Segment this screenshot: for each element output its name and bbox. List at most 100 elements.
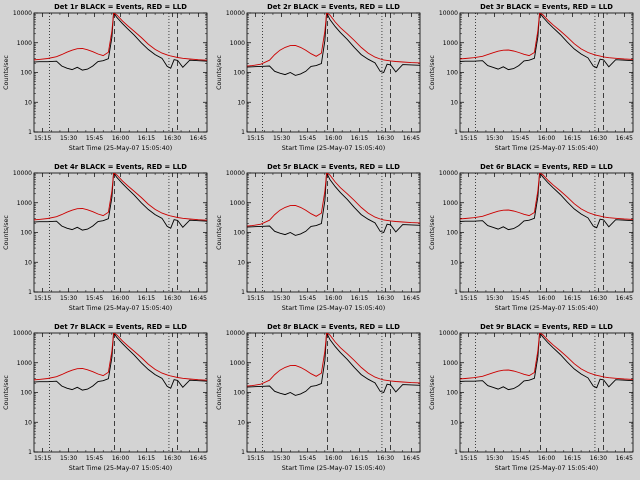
x-tick-label: 15:45 bbox=[86, 295, 103, 302]
plot-box bbox=[459, 172, 634, 293]
panel-title: Det 9r BLACK = Events, RED = LLD bbox=[480, 323, 613, 331]
y-tick-label: 10 bbox=[237, 99, 245, 106]
lld-series bbox=[34, 13, 207, 61]
y-axis-label: Counts/sec bbox=[429, 375, 436, 410]
y-tick-label: 1 bbox=[454, 449, 458, 456]
x-tick-label: 15:30 bbox=[273, 455, 290, 462]
y-tick-label: 1 bbox=[28, 289, 32, 296]
x-tick-label: 16:15 bbox=[564, 295, 581, 302]
y-tick-label: 10 bbox=[450, 99, 458, 106]
x-tick-label: 16:15 bbox=[138, 135, 155, 142]
panel-title: Det 7r BLACK = Events, RED = LLD bbox=[54, 323, 187, 331]
x-tick-label: 16:30 bbox=[377, 295, 394, 302]
y-axis-label: Counts/sec bbox=[429, 215, 436, 250]
x-tick-label: 16:45 bbox=[403, 295, 420, 302]
y-tick-label: 1000 bbox=[443, 360, 458, 367]
chart-panel: Det 3r BLACK = Events, RED = LLD 1 10 100 10… bbox=[429, 3, 634, 152]
x-tick-label: 16:30 bbox=[590, 295, 607, 302]
y-tick-label: 10000 bbox=[439, 10, 458, 17]
y-axis-label: Counts/sec bbox=[3, 215, 10, 250]
x-tick-label: 15:30 bbox=[60, 455, 77, 462]
x-axis-label: Start Time (25-May-07 15:05:40) bbox=[69, 305, 172, 312]
lld-series bbox=[247, 333, 420, 387]
y-tick-label: 100 bbox=[234, 390, 246, 397]
x-tick-label: 15:15 bbox=[460, 135, 477, 142]
x-tick-label: 16:00 bbox=[325, 455, 342, 462]
y-tick-label: 1000 bbox=[17, 360, 32, 367]
panel-title: Det 6r BLACK = Events, RED = LLD bbox=[480, 163, 613, 171]
x-tick-label: 16:00 bbox=[538, 295, 555, 302]
y-axis-label: Counts/sec bbox=[429, 55, 436, 90]
x-tick-label: 16:00 bbox=[325, 135, 342, 142]
y-axis-label: Counts/sec bbox=[216, 215, 223, 250]
x-tick-label: 16:15 bbox=[138, 295, 155, 302]
x-tick-label: 15:15 bbox=[460, 295, 477, 302]
y-tick-label: 10000 bbox=[226, 170, 245, 177]
x-tick-label: 16:45 bbox=[616, 295, 633, 302]
y-tick-label: 10000 bbox=[439, 170, 458, 177]
x-axis-label: Start Time (25-May-07 15:05:40) bbox=[495, 145, 598, 152]
plot-box bbox=[33, 332, 208, 453]
panel-title: Det 5r BLACK = Events, RED = LLD bbox=[267, 163, 400, 171]
plot-box bbox=[33, 12, 208, 133]
x-tick-label: 15:30 bbox=[60, 135, 77, 142]
chart-panel: Det 5r BLACK = Events, RED = LLD 1 10 100 10… bbox=[216, 163, 421, 312]
y-tick-label: 10000 bbox=[13, 330, 32, 337]
x-tick-label: 15:15 bbox=[247, 295, 264, 302]
y-tick-label: 100 bbox=[447, 70, 459, 77]
y-tick-label: 1000 bbox=[230, 360, 245, 367]
x-tick-label: 16:00 bbox=[325, 295, 342, 302]
y-tick-label: 1 bbox=[241, 449, 245, 456]
x-tick-label: 16:15 bbox=[564, 455, 581, 462]
x-axis-label: Start Time (25-May-07 15:05:40) bbox=[69, 465, 172, 472]
plot-box bbox=[459, 332, 634, 453]
x-tick-label: 16:30 bbox=[377, 135, 394, 142]
chart-panel: Det 2r BLACK = Events, RED = LLD 1 10 100 10… bbox=[216, 3, 421, 152]
y-axis-label: Counts/sec bbox=[3, 55, 10, 90]
x-axis-label: Start Time (25-May-07 15:05:40) bbox=[495, 465, 598, 472]
y-axis-label: Counts/sec bbox=[216, 55, 223, 90]
lld-series bbox=[460, 333, 633, 380]
x-tick-label: 16:45 bbox=[190, 295, 207, 302]
events-series bbox=[247, 173, 420, 236]
lld-series bbox=[247, 13, 420, 67]
y-tick-label: 1000 bbox=[230, 40, 245, 47]
chart-panel: Det 7r BLACK = Events, RED = LLD 1 10 100 10… bbox=[3, 323, 208, 472]
y-tick-label: 100 bbox=[21, 70, 33, 77]
x-tick-label: 16:30 bbox=[164, 455, 181, 462]
plot-box bbox=[33, 172, 208, 293]
y-tick-label: 10000 bbox=[13, 170, 32, 177]
y-tick-label: 10000 bbox=[439, 330, 458, 337]
lld-series bbox=[34, 333, 207, 381]
panel-title: Det 3r BLACK = Events, RED = LLD bbox=[480, 3, 613, 11]
lld-series bbox=[247, 173, 420, 227]
x-tick-label: 15:45 bbox=[86, 135, 103, 142]
y-tick-label: 10000 bbox=[13, 10, 32, 17]
y-tick-label: 10000 bbox=[226, 10, 245, 17]
x-tick-label: 16:00 bbox=[112, 455, 129, 462]
y-tick-label: 1 bbox=[454, 129, 458, 136]
x-tick-label: 15:45 bbox=[299, 135, 316, 142]
lld-series bbox=[34, 173, 207, 221]
y-tick-label: 10 bbox=[24, 419, 32, 426]
x-tick-label: 15:30 bbox=[273, 135, 290, 142]
x-tick-label: 16:00 bbox=[538, 455, 555, 462]
x-tick-label: 16:15 bbox=[138, 455, 155, 462]
plot-box bbox=[459, 12, 634, 133]
x-tick-label: 15:30 bbox=[486, 135, 503, 142]
x-tick-label: 15:15 bbox=[34, 135, 51, 142]
y-tick-label: 100 bbox=[447, 230, 459, 237]
events-series bbox=[34, 13, 207, 71]
x-tick-label: 16:15 bbox=[351, 295, 368, 302]
events-series bbox=[247, 333, 420, 396]
panel-title: Det 1r BLACK = Events, RED = LLD bbox=[54, 3, 187, 11]
y-tick-label: 1 bbox=[454, 289, 458, 296]
y-axis-label: Counts/sec bbox=[216, 375, 223, 410]
x-tick-label: 15:15 bbox=[34, 455, 51, 462]
y-tick-label: 100 bbox=[447, 390, 459, 397]
y-tick-label: 10000 bbox=[226, 330, 245, 337]
y-axis-label: Counts/sec bbox=[3, 375, 10, 410]
x-tick-label: 15:15 bbox=[34, 295, 51, 302]
x-tick-label: 16:45 bbox=[616, 135, 633, 142]
